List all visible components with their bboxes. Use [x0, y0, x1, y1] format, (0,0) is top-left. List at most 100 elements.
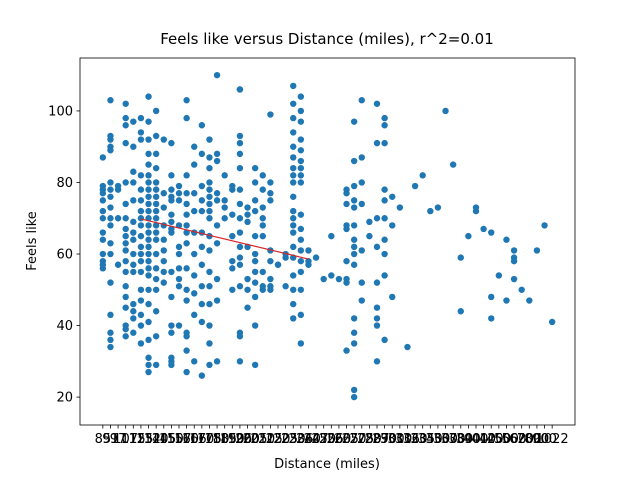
point [328, 232, 335, 240]
x-tick-label: 390 [456, 432, 481, 447]
point [297, 172, 305, 179]
point [206, 268, 213, 276]
point [282, 254, 289, 261]
point [381, 186, 388, 193]
point [251, 361, 259, 369]
point [107, 311, 114, 319]
point [206, 207, 213, 215]
point [389, 222, 396, 229]
point [236, 283, 244, 290]
point [297, 257, 305, 265]
point [350, 236, 358, 243]
point [213, 157, 221, 165]
point [229, 211, 236, 218]
x-tick-label: 140 [144, 432, 169, 447]
point [122, 114, 129, 122]
point [221, 215, 228, 222]
point [107, 193, 114, 200]
point [350, 204, 358, 211]
point [183, 211, 190, 218]
point [236, 229, 244, 236]
point [290, 207, 297, 215]
point [183, 97, 190, 104]
point [251, 279, 259, 286]
point [122, 139, 129, 147]
point [130, 315, 137, 322]
point [191, 143, 198, 150]
point [152, 333, 160, 340]
point [297, 268, 305, 276]
point [251, 207, 259, 215]
point [488, 315, 495, 322]
point [137, 215, 145, 222]
point [297, 286, 305, 293]
point [282, 283, 289, 290]
point [191, 161, 198, 168]
point [267, 197, 274, 204]
point [152, 207, 160, 215]
point [145, 229, 152, 236]
x-tick-label: 240 [296, 432, 321, 447]
x-tick-label: 236 [288, 432, 313, 447]
point [350, 197, 358, 204]
point [206, 200, 213, 208]
point [381, 139, 388, 147]
point [152, 236, 160, 243]
point [251, 293, 259, 301]
x-tick-label: 265 [334, 432, 359, 447]
point [130, 179, 137, 186]
point [290, 100, 297, 107]
point [122, 304, 129, 311]
point [99, 197, 107, 204]
point [213, 150, 221, 158]
point [373, 100, 381, 107]
point [236, 86, 244, 93]
point [130, 261, 137, 268]
point [130, 118, 137, 125]
point [389, 293, 396, 301]
x-tick-label: 220 [266, 432, 291, 447]
x-tick-label: 300 [380, 432, 405, 447]
point [221, 197, 228, 204]
point [168, 139, 175, 147]
point [213, 190, 221, 197]
point [160, 257, 167, 265]
point [526, 297, 533, 304]
point [152, 275, 160, 283]
x-tick-label: 175 [197, 432, 222, 447]
point [229, 232, 236, 240]
point [122, 122, 129, 129]
point [488, 293, 495, 301]
point [290, 164, 297, 172]
point [99, 190, 107, 197]
point [259, 186, 266, 193]
x-tick-label: 275 [349, 432, 374, 447]
point [213, 275, 221, 283]
point [381, 215, 388, 222]
point [381, 114, 388, 122]
point [259, 215, 266, 222]
point [465, 232, 472, 240]
point [137, 114, 145, 122]
point [259, 204, 266, 211]
point [191, 358, 198, 365]
point [191, 272, 198, 279]
point [168, 293, 175, 301]
point [175, 250, 183, 258]
point [259, 222, 266, 229]
point [251, 268, 259, 276]
point [130, 218, 137, 226]
point [358, 179, 365, 186]
point [236, 150, 244, 158]
point [122, 247, 129, 254]
point [297, 147, 305, 154]
point [480, 225, 487, 233]
point [297, 247, 305, 254]
point [145, 250, 152, 258]
point [122, 200, 129, 208]
point [122, 215, 129, 222]
trend-line [140, 218, 309, 260]
point [130, 308, 137, 315]
y-tick-label: 100 [48, 104, 73, 119]
point [152, 186, 160, 193]
